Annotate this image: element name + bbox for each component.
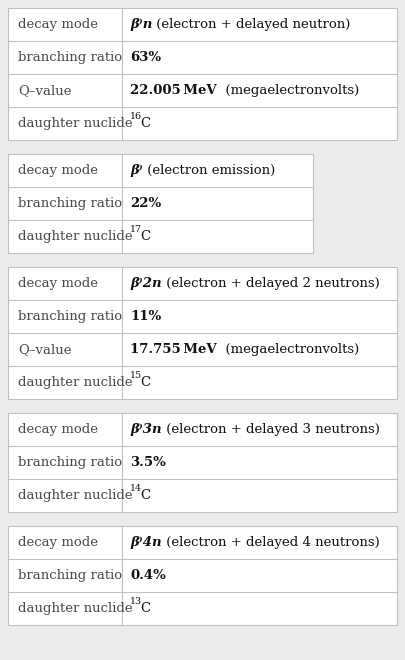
Text: 11%: 11% [130,310,161,323]
Text: 22%: 22% [130,197,161,210]
Text: (megaelectronvolts): (megaelectronvolts) [217,343,359,356]
Text: 14: 14 [130,484,142,493]
Text: C: C [140,117,150,130]
Bar [8,267,397,399]
Text: 13: 13 [130,597,142,606]
Text: 15: 15 [130,371,142,379]
Text: (electron + delayed 2 neutrons): (electron + delayed 2 neutrons) [162,277,379,290]
Bar [8,8,397,140]
Text: 22.005 MeV: 22.005 MeV [130,84,217,97]
Text: β⁾3n: β⁾3n [130,423,162,436]
Text: daughter nuclide: daughter nuclide [18,602,132,615]
Text: decay mode: decay mode [18,536,98,549]
Text: branching ratio: branching ratio [18,569,122,582]
Bar [8,526,397,625]
Text: C: C [140,489,150,502]
Text: decay mode: decay mode [18,277,98,290]
Text: 17.755 MeV: 17.755 MeV [130,343,217,356]
Text: daughter nuclide: daughter nuclide [18,489,132,502]
Text: daughter nuclide: daughter nuclide [18,117,132,130]
Bar [8,154,313,253]
Text: (electron emission): (electron emission) [143,164,275,177]
Text: β⁾2n: β⁾2n [130,277,162,290]
Text: daughter nuclide: daughter nuclide [18,230,132,243]
Text: decay mode: decay mode [18,423,98,436]
Text: decay mode: decay mode [18,164,98,177]
Text: C: C [140,602,150,615]
Text: 17: 17 [130,225,142,234]
Text: branching ratio: branching ratio [18,197,122,210]
Text: C: C [140,230,150,243]
Text: daughter nuclide: daughter nuclide [18,376,132,389]
Text: β⁾: β⁾ [130,164,143,177]
Text: branching ratio: branching ratio [18,51,122,64]
Text: (megaelectronvolts): (megaelectronvolts) [217,84,359,97]
Text: 0.4%: 0.4% [130,569,166,582]
Text: decay mode: decay mode [18,18,98,31]
Text: β⁾4n: β⁾4n [130,536,162,549]
Text: 16: 16 [130,112,142,121]
Text: 63%: 63% [130,51,161,64]
Text: C: C [140,376,150,389]
Text: (electron + delayed 3 neutrons): (electron + delayed 3 neutrons) [162,423,379,436]
Text: (electron + delayed neutron): (electron + delayed neutron) [152,18,351,31]
Bar [8,413,397,512]
Text: Q–value: Q–value [18,343,72,356]
Text: 3.5%: 3.5% [130,456,166,469]
Text: Q–value: Q–value [18,84,72,97]
Text: β⁾n: β⁾n [130,18,152,31]
Text: branching ratio: branching ratio [18,456,122,469]
Text: branching ratio: branching ratio [18,310,122,323]
Text: (electron + delayed 4 neutrons): (electron + delayed 4 neutrons) [162,536,379,549]
